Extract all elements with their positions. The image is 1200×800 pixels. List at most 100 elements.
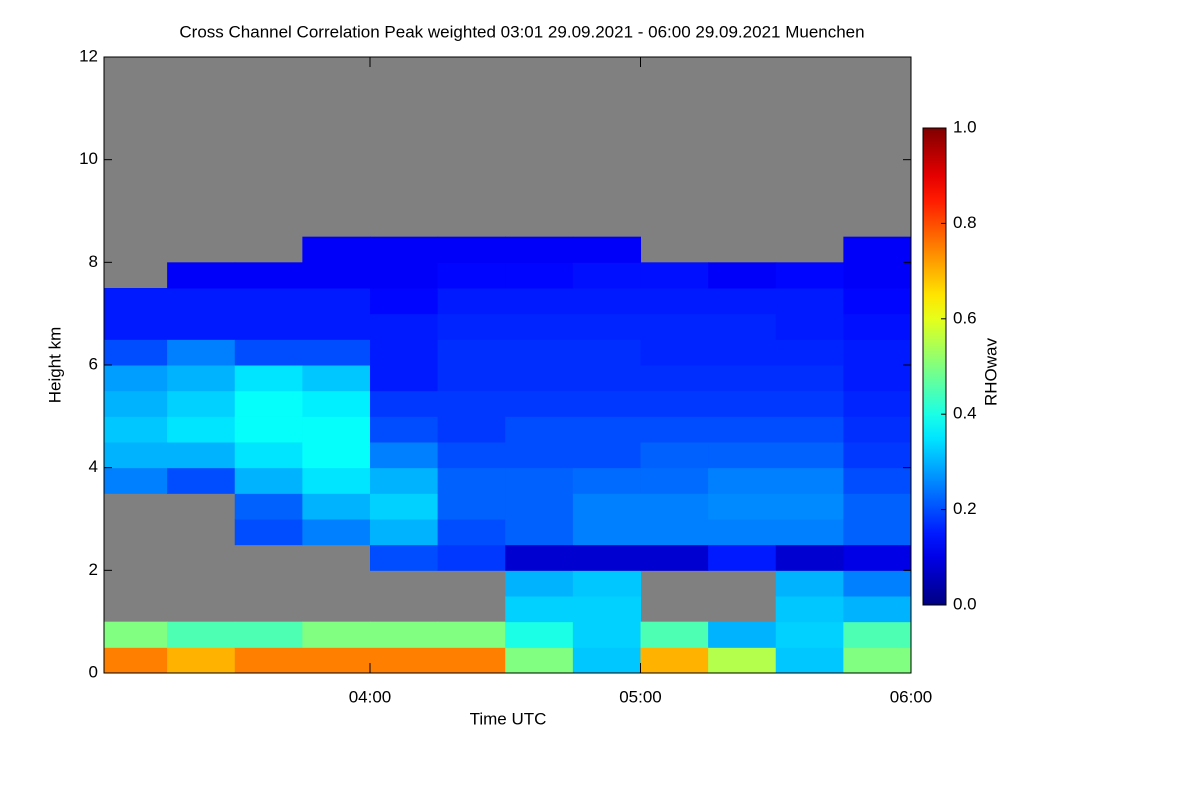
- heatmap-cell: [302, 442, 371, 469]
- heatmap-cell: [505, 596, 574, 623]
- heatmap-cell: [505, 288, 574, 315]
- heatmap-cell: [572, 288, 641, 315]
- heatmap-cell: [437, 236, 506, 263]
- heatmap-cell: [104, 339, 168, 366]
- x-tick-label: 05:00: [619, 687, 662, 706]
- heatmap-cell: [640, 467, 709, 494]
- heatmap-cell: [369, 442, 439, 469]
- heatmap-cell: [167, 621, 236, 648]
- heatmap-cell: [775, 365, 844, 392]
- heatmap-cell: [843, 262, 912, 289]
- heatmap-cell: [302, 288, 371, 315]
- heatmap-cell: [708, 467, 777, 494]
- heatmap-cell: [104, 288, 168, 315]
- heatmap-cell: [843, 236, 912, 263]
- heatmap-cell: [505, 313, 574, 340]
- y-tick-label: 6: [89, 354, 98, 373]
- heatmap-cell: [572, 416, 641, 443]
- heatmap-cell: [234, 647, 303, 674]
- heatmap-cell: [369, 519, 439, 546]
- y-tick-label: 10: [79, 149, 98, 168]
- colorbar-tick-label: 0.4: [953, 404, 977, 423]
- heatmap-cell: [505, 442, 574, 469]
- heatmap-cell: [843, 519, 912, 546]
- heatmap-cell: [708, 442, 777, 469]
- heatmap-cell: [572, 236, 641, 263]
- heatmap-cell: [640, 313, 709, 340]
- heatmap-cell: [437, 288, 506, 315]
- heatmap-cell: [505, 621, 574, 648]
- heatmap-cell: [104, 313, 168, 340]
- heatmap-cell: [843, 596, 912, 623]
- heatmap-cell: [104, 647, 168, 674]
- heatmap-cell: [234, 493, 303, 520]
- heatmap-cell: [843, 288, 912, 315]
- heatmap-cell: [437, 647, 506, 674]
- heatmap-cell: [437, 442, 506, 469]
- heatmap-cell: [775, 621, 844, 648]
- heatmap-cell: [505, 647, 574, 674]
- heatmap-cell: [302, 493, 371, 520]
- heatmap-cell: [505, 570, 574, 597]
- heatmap-cell: [572, 262, 641, 289]
- heatmap-cell: [302, 365, 371, 392]
- heatmap-cell: [302, 647, 371, 674]
- heatmap-cell: [302, 313, 371, 340]
- heatmap-cell: [572, 596, 641, 623]
- heatmap-cell: [369, 416, 439, 443]
- heatmap-cell: [234, 365, 303, 392]
- heatmap-cell: [775, 570, 844, 597]
- heatmap-cell: [843, 416, 912, 443]
- heatmap-cell: [369, 365, 439, 392]
- heatmap-cell: [572, 313, 641, 340]
- x-tick-label: 06:00: [890, 687, 933, 706]
- heatmap-cell: [369, 262, 439, 289]
- heatmap-cell: [369, 313, 439, 340]
- heatmap-cell: [104, 416, 168, 443]
- heatmap-cell: [437, 313, 506, 340]
- heatmap-cell: [775, 467, 844, 494]
- heatmap-cell: [369, 339, 439, 366]
- heatmap-cell: [505, 467, 574, 494]
- heatmap-cell: [437, 544, 506, 571]
- y-tick-label: 2: [89, 560, 98, 579]
- heatmap-cell: [234, 442, 303, 469]
- heatmap-cell: [708, 647, 777, 674]
- heatmap-cell: [167, 365, 236, 392]
- heatmap-cell: [505, 416, 574, 443]
- heatmap-cell: [167, 262, 236, 289]
- heatmap-cell: [234, 262, 303, 289]
- heatmap-cell: [640, 519, 709, 546]
- heatmap-cell: [572, 493, 641, 520]
- heatmap-cell: [302, 467, 371, 494]
- heatmap-cell: [843, 493, 912, 520]
- heatmap-cell: [437, 493, 506, 520]
- heatmap-cell: [369, 288, 439, 315]
- y-tick-label: 0: [89, 662, 98, 681]
- heatmap-cell: [369, 493, 439, 520]
- heatmap-cell: [369, 544, 439, 571]
- heatmap-cell: [234, 416, 303, 443]
- heatmap-cell: [572, 390, 641, 417]
- heatmap-cell: [234, 288, 303, 315]
- heatmap-cell: [708, 621, 777, 648]
- heatmap-cell: [708, 288, 777, 315]
- heatmap-cell: [708, 262, 777, 289]
- heatmap-cell: [505, 544, 574, 571]
- heatmap-cell: [775, 262, 844, 289]
- heatmap-cell: [302, 262, 371, 289]
- heatmap-cell: [843, 339, 912, 366]
- y-axis-label: Height km: [45, 327, 64, 404]
- colorbar-tick-label: 0.0: [953, 594, 977, 613]
- heatmap-cell: [167, 339, 236, 366]
- heatmap-cell: [708, 339, 777, 366]
- heatmap-cell: [167, 313, 236, 340]
- heatmap-cell: [775, 544, 844, 571]
- colorbar-tick-label: 0.8: [953, 213, 977, 232]
- heatmap-cell: [437, 365, 506, 392]
- heatmap-cell: [843, 390, 912, 417]
- heatmap-cell: [640, 442, 709, 469]
- heatmap-cell: [104, 467, 168, 494]
- heatmap-cell: [505, 390, 574, 417]
- heatmap-cell: [234, 313, 303, 340]
